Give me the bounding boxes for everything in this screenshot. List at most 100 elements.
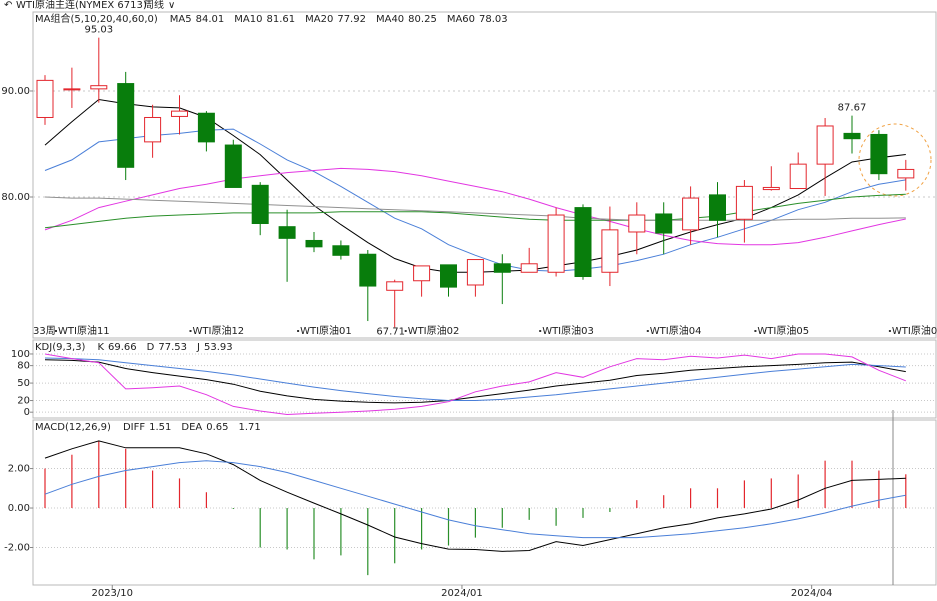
y-tick-label: 20 xyxy=(17,396,30,407)
series-line xyxy=(44,193,906,229)
candle-body xyxy=(144,116,162,143)
y-tick-label: -2.00 xyxy=(4,543,30,554)
high-label: 95.03 xyxy=(84,25,113,36)
contract-label: WTI原油04 xyxy=(650,324,702,337)
legend-value: 53.93 xyxy=(204,342,233,353)
candle-body xyxy=(870,133,888,175)
candle-body xyxy=(63,88,81,91)
legend-name: MA60 xyxy=(447,14,475,25)
candle-body xyxy=(547,214,565,273)
legend-name: DIFF xyxy=(123,422,145,433)
y-tick-label: 80 xyxy=(17,361,30,372)
high-label: 87.67 xyxy=(838,103,867,114)
period-label[interactable]: 周线 xyxy=(144,0,164,11)
y-tick-label: 0 xyxy=(24,407,30,418)
candle-body xyxy=(305,239,323,248)
series-line xyxy=(44,359,906,404)
period-dropdown-icon[interactable]: ∨ xyxy=(168,0,175,11)
legend-name: K xyxy=(97,342,104,353)
contract-label: WTI原油03 xyxy=(542,324,594,337)
candle-body xyxy=(386,281,404,291)
y-tick-label: 90.00 xyxy=(1,86,30,97)
legend-value: 1.71 xyxy=(239,422,261,433)
series-line xyxy=(44,440,906,552)
legend-value: 84.01 xyxy=(196,14,225,25)
legend-name: MA5 xyxy=(170,14,192,25)
kdj-panel xyxy=(32,339,937,419)
legend-value: 69.66 xyxy=(108,342,137,353)
candle-body xyxy=(36,79,54,118)
series-line xyxy=(44,128,906,272)
candle-body xyxy=(735,185,753,220)
candle-body xyxy=(762,186,780,191)
candle-body xyxy=(601,229,619,273)
contract-marker xyxy=(539,330,542,332)
legend-value: 0.65 xyxy=(206,422,228,433)
candle-body xyxy=(90,85,108,90)
legend-title: MA组合(5,10,20,40,60,0) xyxy=(35,12,158,25)
candle-body xyxy=(413,265,431,282)
contract-marker xyxy=(55,330,57,332)
back-icon[interactable]: ↶ xyxy=(4,0,12,11)
contract-label: WTI原油01 xyxy=(300,324,352,337)
candle-body xyxy=(493,263,511,273)
y-tick-label: 80.00 xyxy=(1,192,30,203)
main-panel xyxy=(32,11,937,339)
series-line xyxy=(44,357,906,401)
highlight-circle xyxy=(858,123,932,197)
candle-body xyxy=(520,263,538,273)
series-line xyxy=(44,167,906,246)
macd-panel xyxy=(32,419,937,586)
legend-title: MACD(12,26,9) xyxy=(35,422,111,433)
candle-body xyxy=(655,213,673,234)
candle-body xyxy=(682,197,700,231)
x-tick-label: 2024/04 xyxy=(791,588,833,599)
y-tick-label: 50 xyxy=(17,378,30,389)
candle-body xyxy=(171,110,188,117)
legend-value: 77.92 xyxy=(337,14,366,25)
legend-name: MA10 xyxy=(234,14,262,25)
y-tick-label: 0.00 xyxy=(8,503,30,514)
candle-body xyxy=(278,226,296,239)
candle-body xyxy=(843,132,861,140)
legend-name: MA40 xyxy=(376,14,404,25)
contract-label: WTI原油02 xyxy=(408,324,460,337)
contract-marker xyxy=(754,330,757,332)
candle-body xyxy=(574,207,592,278)
period-count: 33周 xyxy=(33,325,56,337)
legend-name: J xyxy=(196,342,200,353)
legend-value: 1.51 xyxy=(149,422,171,433)
candle-body xyxy=(359,253,377,287)
candle-body xyxy=(332,245,350,256)
legend-name: DEA xyxy=(181,422,202,433)
candle-body xyxy=(789,163,807,190)
candle-body xyxy=(440,264,457,288)
contract-marker xyxy=(297,330,300,332)
contract-marker xyxy=(189,330,192,332)
series-line xyxy=(44,460,906,539)
candle-body xyxy=(897,168,915,179)
contract-marker xyxy=(646,330,649,332)
legend-value: 80.25 xyxy=(408,14,437,25)
contract-label: WTI原油12 xyxy=(193,324,245,337)
legend-title: KDJ(9,3,3) xyxy=(35,342,86,353)
series-line xyxy=(44,353,906,416)
candle-body xyxy=(224,144,242,188)
symbol-label[interactable]: WTI原油主连(NYMEX 6713) xyxy=(16,0,147,11)
legend-value: 77.53 xyxy=(158,342,187,353)
contract-label: WTI原油11 xyxy=(58,324,110,337)
contract-marker xyxy=(888,330,891,332)
legend-value: 81.61 xyxy=(266,14,295,25)
candle-body xyxy=(197,112,215,143)
series-line xyxy=(44,196,906,221)
candle-body xyxy=(117,83,135,168)
y-tick-label: 2.00 xyxy=(8,464,30,475)
legend-value: 78.03 xyxy=(479,14,508,25)
contract-label: WTI原油05 xyxy=(757,324,809,337)
legend-name: MA20 xyxy=(305,14,333,25)
contract-marker xyxy=(404,330,407,332)
legend-name: D xyxy=(147,342,155,353)
x-tick-label: 2023/10 xyxy=(91,588,133,599)
y-tick-label: 100 xyxy=(11,349,30,360)
